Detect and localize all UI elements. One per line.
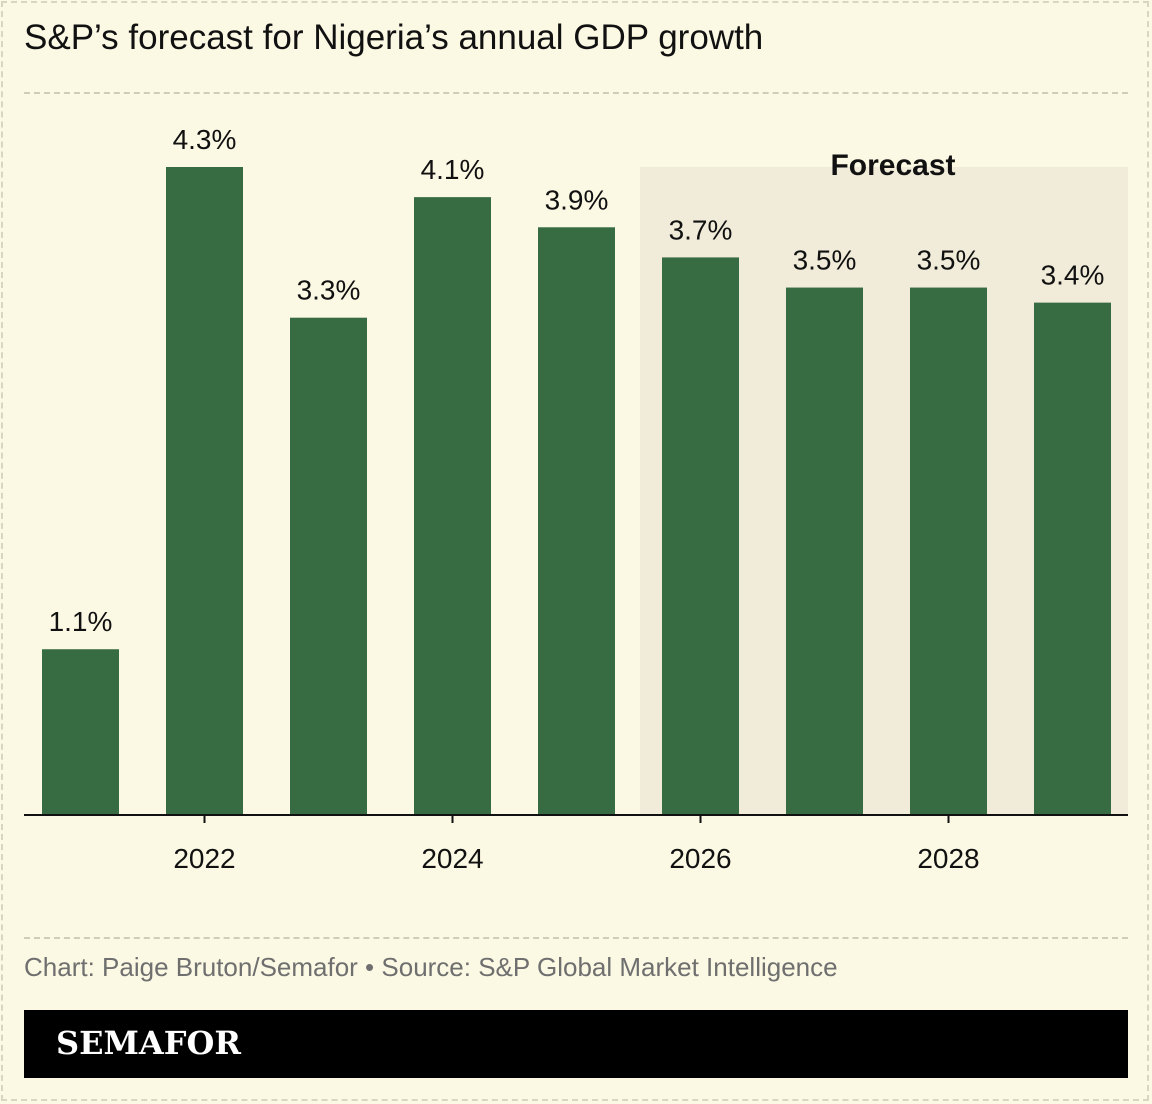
value-label-2027: 3.5% <box>793 245 857 276</box>
value-label-2029: 3.4% <box>1041 260 1105 291</box>
bar-2022 <box>166 167 243 815</box>
semafor-logo: SEMAFOR <box>56 1024 241 1062</box>
bar-2025 <box>538 227 615 816</box>
value-label-2024: 4.1% <box>421 154 485 185</box>
chart-title: S&P’s forecast for Nigeria’s annual GDP … <box>24 18 764 57</box>
bar-2023 <box>290 317 367 815</box>
value-label-2026: 3.7% <box>669 214 733 245</box>
forecast-annotation: Forecast <box>830 149 955 182</box>
value-label-2028: 3.5% <box>917 245 981 276</box>
bar-2026 <box>662 257 739 816</box>
tick-label-2022: 2022 <box>173 843 235 874</box>
value-label-2021: 1.1% <box>49 606 113 637</box>
bar-2027 <box>786 287 863 816</box>
value-label-2025: 3.9% <box>545 184 609 215</box>
bar-2028 <box>910 287 987 816</box>
bottom-divider <box>24 937 1128 939</box>
bar-2029 <box>1034 302 1111 815</box>
tick-label-2028: 2028 <box>917 843 979 874</box>
value-label-2023: 3.3% <box>297 275 361 306</box>
top-divider <box>24 92 1128 94</box>
bar-chart: Forecast 1.1% 4.3% 3.3% 4.1% 3.9% 3.7% 3.5% 3.5%… <box>24 124 1128 874</box>
brand-bar: SEMAFOR <box>24 1010 1128 1078</box>
bar-2021 <box>42 649 119 815</box>
value-label-2022: 4.3% <box>173 124 237 155</box>
tick-label-2024: 2024 <box>421 843 483 874</box>
bar-2024 <box>414 197 491 815</box>
chart-credit: Chart: Paige Bruton/Semafor • Source: S&… <box>24 952 838 982</box>
tick-label-2026: 2026 <box>669 843 731 874</box>
